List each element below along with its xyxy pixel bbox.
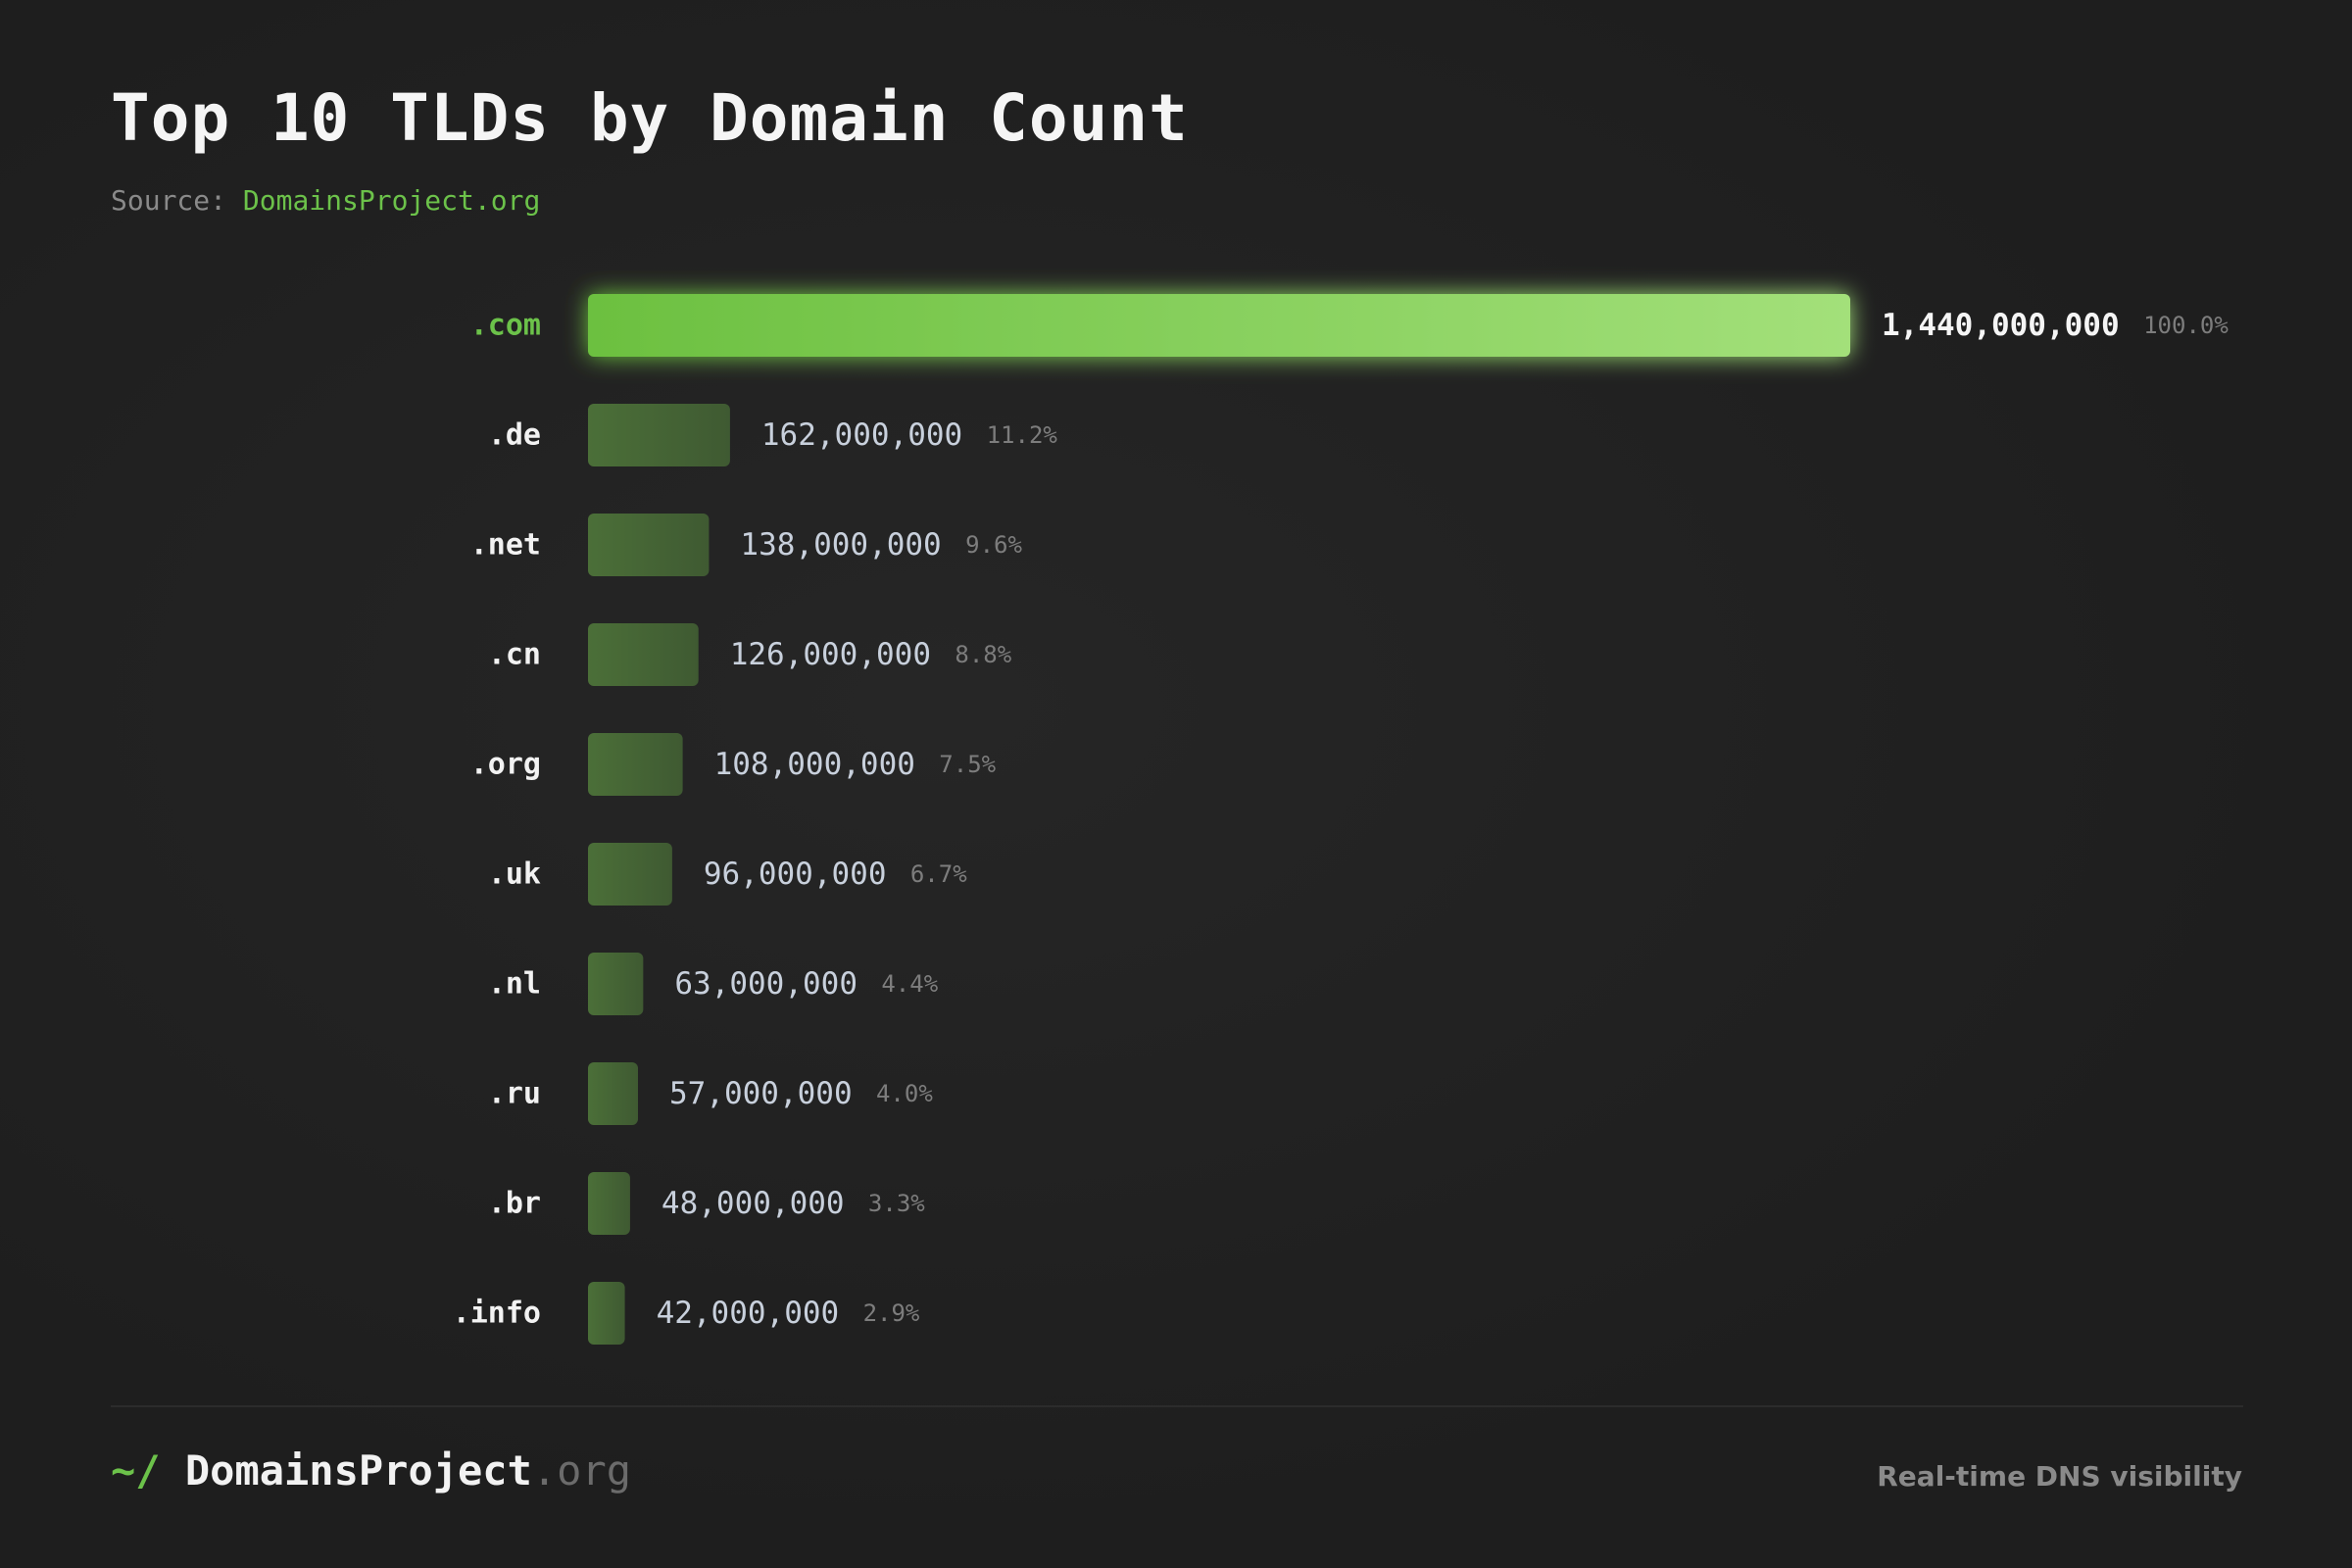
- bar-net: [588, 514, 710, 576]
- percent-label-net: 9.6%: [965, 531, 1022, 559]
- value-label-uk: 96,000,000: [704, 857, 887, 892]
- chart-title: Top 10 TLDs by Domain Count: [111, 80, 1189, 156]
- bar-nl: [588, 953, 644, 1015]
- source-label: Source:: [111, 184, 227, 217]
- percent-label-uk: 6.7%: [910, 860, 967, 888]
- percent-label-br: 3.3%: [868, 1190, 925, 1217]
- percent-label-info: 2.9%: [863, 1299, 920, 1327]
- value-label-com: 1,440,000,000: [1882, 308, 2120, 343]
- tld-label-com: .com: [470, 309, 541, 343]
- tld-label-uk: .uk: [488, 858, 541, 892]
- bar-uk: [588, 843, 672, 906]
- value-label-info: 42,000,000: [657, 1296, 840, 1331]
- value-label-cn: 126,000,000: [730, 637, 931, 672]
- value-label-de: 162,000,000: [761, 417, 962, 453]
- bar-org: [588, 733, 683, 796]
- bar-chart: .com 1,440,000,000 100.0% .de 162,000,000 11.…: [453, 294, 2229, 1345]
- tld-label-de: .de: [488, 418, 541, 453]
- tld-label-br: .br: [488, 1187, 541, 1221]
- value-label-nl: 63,000,000: [674, 966, 858, 1002]
- tld-label-ru: .ru: [488, 1077, 541, 1111]
- bars-group: .com 1,440,000,000 100.0% .de 162,000,000 11.…: [453, 294, 2229, 1345]
- bar-de: [588, 404, 730, 466]
- source-link[interactable]: DomainsProject.org: [242, 184, 541, 217]
- tld-label-org: .org: [470, 748, 541, 782]
- brand-prompt: ~/: [111, 1446, 161, 1494]
- bar-br: [588, 1172, 630, 1235]
- value-label-br: 48,000,000: [662, 1186, 845, 1221]
- bar-ru: [588, 1062, 638, 1125]
- value-label-org: 108,000,000: [714, 747, 915, 782]
- percent-label-com: 100.0%: [2143, 312, 2229, 339]
- footer-tagline: Real-time DNS visibility: [1877, 1460, 2242, 1493]
- percent-label-de: 11.2%: [987, 421, 1058, 449]
- value-label-ru: 57,000,000: [669, 1076, 853, 1111]
- percent-label-cn: 8.8%: [955, 641, 1011, 668]
- percent-label-nl: 4.4%: [881, 970, 938, 998]
- tld-label-net: .net: [470, 528, 541, 563]
- chart-subtitle: Source: DomainsProject.org: [111, 184, 540, 217]
- bar-info: [588, 1282, 625, 1345]
- brand-name: DomainsProject: [184, 1446, 532, 1494]
- brand-tld: .org: [531, 1446, 632, 1494]
- value-label-net: 138,000,000: [740, 527, 941, 563]
- tld-label-nl: .nl: [488, 967, 541, 1002]
- tld-label-cn: .cn: [488, 638, 541, 672]
- bar-com: [588, 294, 1850, 357]
- tld-label-info: .info: [453, 1297, 541, 1331]
- bar-cn: [588, 623, 699, 686]
- brand-logo[interactable]: ~/ DomainsProject.org: [111, 1446, 631, 1494]
- footer-divider: [111, 1405, 2243, 1407]
- percent-label-org: 7.5%: [939, 751, 996, 778]
- percent-label-ru: 4.0%: [876, 1080, 933, 1107]
